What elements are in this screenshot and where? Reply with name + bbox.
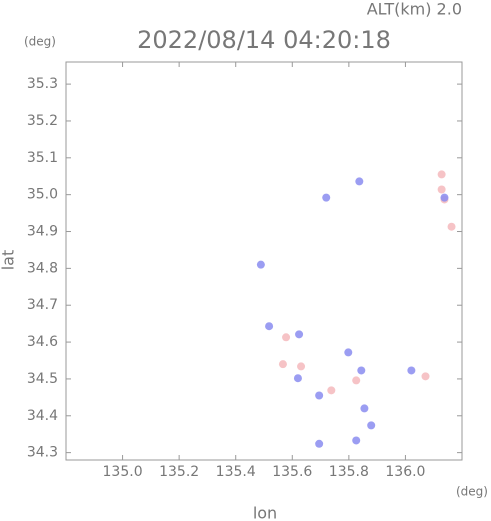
plot-frame xyxy=(65,61,463,461)
y-tick-label: 34.5 xyxy=(27,371,58,387)
y-tick-label: 35.1 xyxy=(27,150,58,166)
echo-point xyxy=(440,193,449,202)
y-tick-label: 34.3 xyxy=(27,445,58,461)
altitude-label: ALT(km) 2.0 xyxy=(367,0,462,19)
x-tick-label: 135.0 xyxy=(103,464,143,480)
y-tick-label: 35.0 xyxy=(27,187,58,203)
echo-point xyxy=(315,439,324,448)
y-tick-label: 35.3 xyxy=(27,76,58,92)
y-axis-label: lat xyxy=(0,250,18,271)
x-tick-label: 135.4 xyxy=(216,464,256,480)
echo-point xyxy=(293,374,302,383)
x-tick-label: 135.6 xyxy=(272,464,312,480)
echo-point xyxy=(315,391,324,400)
chart-title: 2022/08/14 04:20:18 xyxy=(137,26,391,54)
echo-point xyxy=(322,193,331,202)
y-tick-label: 35.2 xyxy=(27,113,58,129)
echo-point xyxy=(352,436,361,445)
echo-point xyxy=(437,170,446,179)
echo-point xyxy=(360,404,369,413)
echo-point xyxy=(447,222,456,231)
echo-point xyxy=(367,421,376,430)
y-tick-label: 34.4 xyxy=(27,408,58,424)
echo-point xyxy=(437,185,446,194)
echo-point xyxy=(357,366,366,375)
y-tick-label: 34.9 xyxy=(27,224,58,240)
echo-point xyxy=(265,322,274,331)
x-tick-label: 136.0 xyxy=(385,464,425,480)
x-tick-label: 135.2 xyxy=(159,464,199,480)
echo-point xyxy=(355,177,364,186)
y-tick-label: 34.7 xyxy=(27,297,58,313)
echo-point xyxy=(278,360,287,369)
y-unit: (deg) xyxy=(24,35,56,49)
echo-point xyxy=(282,333,291,342)
x-axis-label: lon xyxy=(253,504,277,521)
echo-point xyxy=(295,330,304,339)
echo-point xyxy=(256,260,265,269)
echo-point xyxy=(327,386,336,395)
x-unit: (deg) xyxy=(456,485,488,499)
echo-point xyxy=(352,376,361,385)
y-tick-label: 34.6 xyxy=(27,334,58,350)
echo-point xyxy=(344,348,353,357)
echo-point xyxy=(421,372,430,381)
echo-point xyxy=(297,362,306,371)
y-tick-label: 34.8 xyxy=(27,260,58,276)
echo-point xyxy=(407,366,416,375)
x-tick-label: 135.8 xyxy=(329,464,369,480)
